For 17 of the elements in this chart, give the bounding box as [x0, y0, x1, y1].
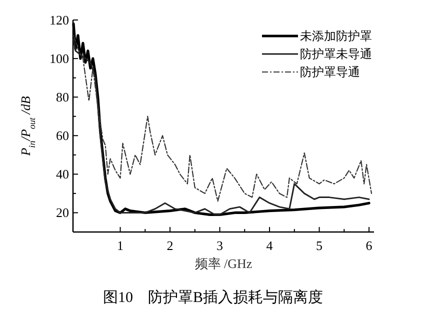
x-tick-label: 4 [266, 238, 274, 253]
y-tick-label: 100 [50, 51, 69, 66]
y-tick-label: 80 [56, 90, 69, 105]
legend-label: 防护罩未导通 [300, 47, 372, 61]
x-tick-label: 1 [117, 238, 124, 253]
x-axis-title: 频率 /GHz [194, 256, 252, 271]
legend-label: 防护罩导通 [300, 65, 360, 79]
y-tick-label: 20 [56, 205, 69, 220]
y-tick-label: 40 [56, 166, 69, 182]
legend-label: 未添加防护罩 [300, 29, 372, 43]
y-tick-label: 60 [56, 128, 69, 144]
x-tick-label: 5 [316, 238, 323, 253]
x-tick-label: 6 [366, 238, 373, 253]
caption: 图10 防护罩B插入损耗与隔离度 [102, 289, 324, 306]
y-tick-label: 120 [50, 12, 69, 28]
x-tick-label: 2 [166, 238, 174, 253]
x-tick-label: 3 [216, 238, 224, 253]
